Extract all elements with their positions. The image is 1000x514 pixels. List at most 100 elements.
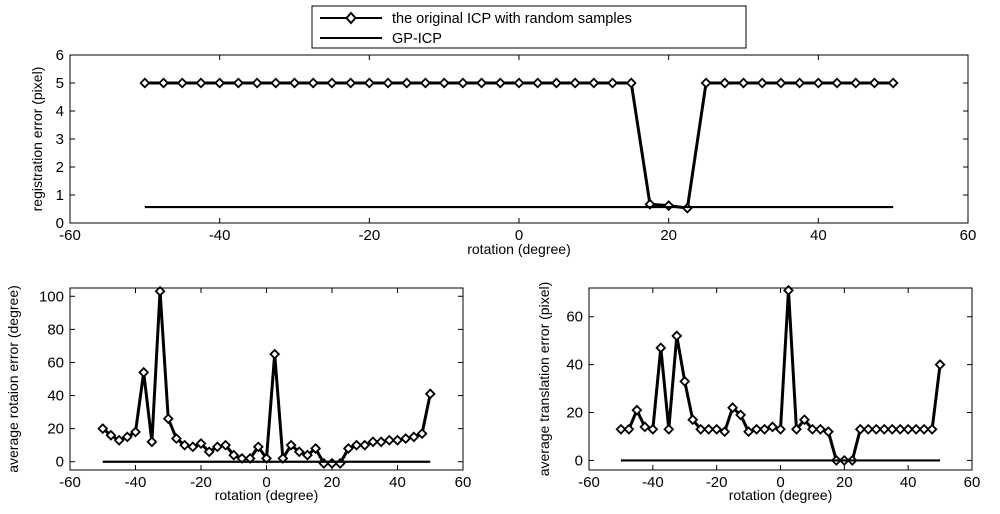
data-point <box>812 77 824 89</box>
data-point <box>631 404 643 416</box>
y-axis-label: average translation error (pixel) <box>536 282 552 477</box>
data-point <box>735 409 747 421</box>
data-point <box>363 77 375 89</box>
data-point <box>214 77 226 89</box>
x-tick-label: 20 <box>836 474 853 491</box>
data-point <box>121 431 133 443</box>
data-point <box>655 342 667 354</box>
data-point <box>419 77 431 89</box>
data-point <box>934 359 946 371</box>
data-point <box>367 436 379 448</box>
data-point <box>870 423 882 435</box>
data-point <box>438 77 450 89</box>
x-tick-label: 40 <box>810 227 827 244</box>
data-point <box>285 439 297 451</box>
x-tick-label: 0 <box>262 474 270 491</box>
data-point <box>798 414 810 426</box>
data-point <box>806 423 818 435</box>
data-point <box>719 426 731 438</box>
data-point <box>607 77 619 89</box>
data-point <box>400 433 412 445</box>
data-point <box>195 438 207 450</box>
data-point <box>569 77 581 89</box>
data-point <box>424 388 436 400</box>
data-point <box>868 77 880 89</box>
data-point <box>146 436 158 448</box>
data-point <box>910 423 922 435</box>
data-point <box>767 421 778 433</box>
data-point <box>170 433 182 445</box>
y-tick-label: 100 <box>39 288 64 305</box>
data-point <box>251 77 263 89</box>
y-tick-label: 6 <box>56 47 64 64</box>
data-point <box>494 77 506 89</box>
y-tick-label: 40 <box>566 357 583 374</box>
y-tick-label: 5 <box>56 75 64 92</box>
y-tick-label: 80 <box>47 321 64 338</box>
data-point <box>130 426 141 438</box>
data-point <box>375 436 387 448</box>
data-point <box>310 443 322 454</box>
data-point <box>700 77 712 89</box>
x-tick-label: -40 <box>642 474 664 491</box>
data-point <box>862 423 874 435</box>
x-tick-label: 60 <box>960 227 977 244</box>
data-point <box>289 77 300 89</box>
data-point <box>687 414 699 426</box>
data-point <box>392 434 403 446</box>
data-point <box>647 423 659 435</box>
y-axis-label: registration error (pixel) <box>29 67 45 212</box>
data-point <box>532 77 544 89</box>
x-tick-label: 20 <box>324 474 341 491</box>
y-tick-label: 40 <box>47 388 64 405</box>
data-point <box>416 428 428 440</box>
data-point <box>97 423 109 435</box>
data-point <box>162 413 174 425</box>
data-point <box>176 77 188 89</box>
data-point <box>822 426 834 438</box>
data-point <box>775 77 787 89</box>
x-tick-label: 0 <box>776 474 784 491</box>
data-point <box>902 423 914 435</box>
x-axis-label: rotation (degree) <box>215 487 319 503</box>
data-point <box>814 423 826 435</box>
data-point <box>252 441 264 453</box>
data-point <box>743 426 755 438</box>
data-point <box>382 77 394 89</box>
x-tick-label: 60 <box>455 474 472 491</box>
data-point <box>794 77 806 89</box>
x-tick-label: -40 <box>209 227 231 244</box>
x-tick-label: -20 <box>358 227 380 244</box>
data-point <box>625 77 637 89</box>
y-tick-label: 4 <box>56 103 64 120</box>
data-point <box>476 77 488 89</box>
y-tick-label: 2 <box>56 159 64 176</box>
data-point <box>926 423 938 435</box>
data-point <box>138 366 150 378</box>
plot-translation-error: -60 -40 -20 0 20 40 60 0 20 40 60 rotation (degree)… <box>536 282 980 503</box>
x-axis-label: rotation (degree) <box>729 487 833 503</box>
data-point <box>139 77 151 89</box>
data-point <box>756 77 768 89</box>
data-point <box>220 439 232 451</box>
data-point <box>738 77 749 89</box>
data-point <box>918 423 930 435</box>
data-point <box>790 423 802 435</box>
data-point <box>187 441 199 453</box>
legend-marker-icp <box>345 11 357 25</box>
legend-label-gpicp: GP-ICP <box>392 31 442 47</box>
y-tick-label: 20 <box>566 405 583 422</box>
x-tick-label: 40 <box>900 474 917 491</box>
data-point <box>679 375 691 387</box>
y-tick-label: 0 <box>56 454 64 471</box>
x-tick-label: -60 <box>59 227 81 244</box>
data-point <box>703 423 715 435</box>
legend-box <box>311 5 747 49</box>
y-tick-label: 0 <box>575 452 583 469</box>
data-point <box>671 330 683 342</box>
x-tick-label: 0 <box>515 227 523 244</box>
data-point <box>211 441 223 453</box>
data-point <box>293 446 305 458</box>
data-point <box>113 434 125 446</box>
y-tick-label: 60 <box>47 354 64 371</box>
